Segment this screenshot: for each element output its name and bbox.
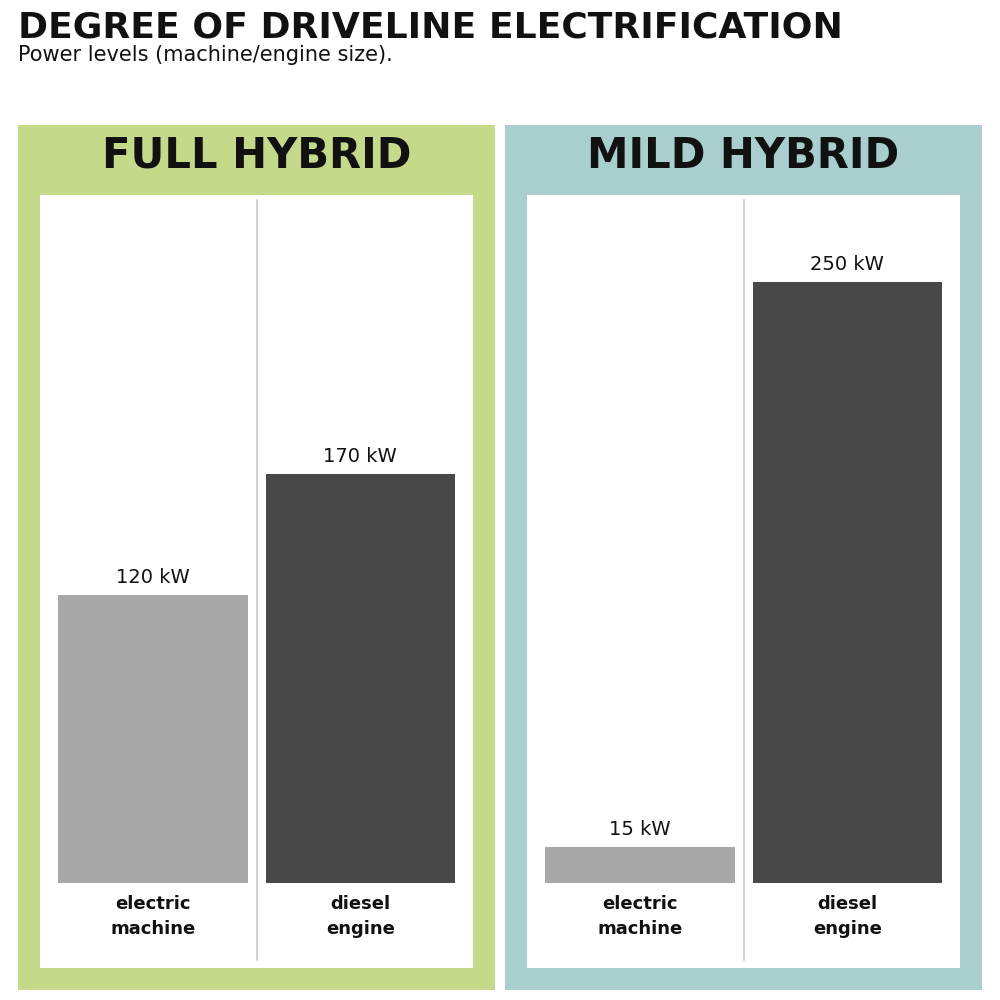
- Text: 170 kW: 170 kW: [323, 447, 397, 466]
- FancyBboxPatch shape: [266, 474, 455, 883]
- Text: DEGREE OF DRIVELINE ELECTRIFICATION: DEGREE OF DRIVELINE ELECTRIFICATION: [18, 10, 843, 44]
- Text: electric
machine: electric machine: [597, 895, 682, 938]
- Text: 250 kW: 250 kW: [810, 255, 884, 274]
- Text: 120 kW: 120 kW: [116, 568, 190, 587]
- Text: 15 kW: 15 kW: [609, 820, 671, 839]
- Text: electric
machine: electric machine: [110, 895, 195, 938]
- FancyBboxPatch shape: [18, 125, 495, 990]
- FancyBboxPatch shape: [505, 125, 982, 990]
- Text: diesel
engine: diesel engine: [813, 895, 882, 938]
- FancyBboxPatch shape: [545, 847, 734, 883]
- Text: diesel
engine: diesel engine: [326, 895, 395, 938]
- Text: MILD HYBRID: MILD HYBRID: [587, 135, 900, 177]
- FancyBboxPatch shape: [40, 195, 473, 968]
- FancyBboxPatch shape: [753, 282, 942, 883]
- FancyBboxPatch shape: [58, 595, 248, 883]
- Text: Power levels (machine/engine size).: Power levels (machine/engine size).: [18, 45, 393, 65]
- Text: FULL HYBRID: FULL HYBRID: [102, 135, 411, 177]
- FancyBboxPatch shape: [527, 195, 960, 968]
